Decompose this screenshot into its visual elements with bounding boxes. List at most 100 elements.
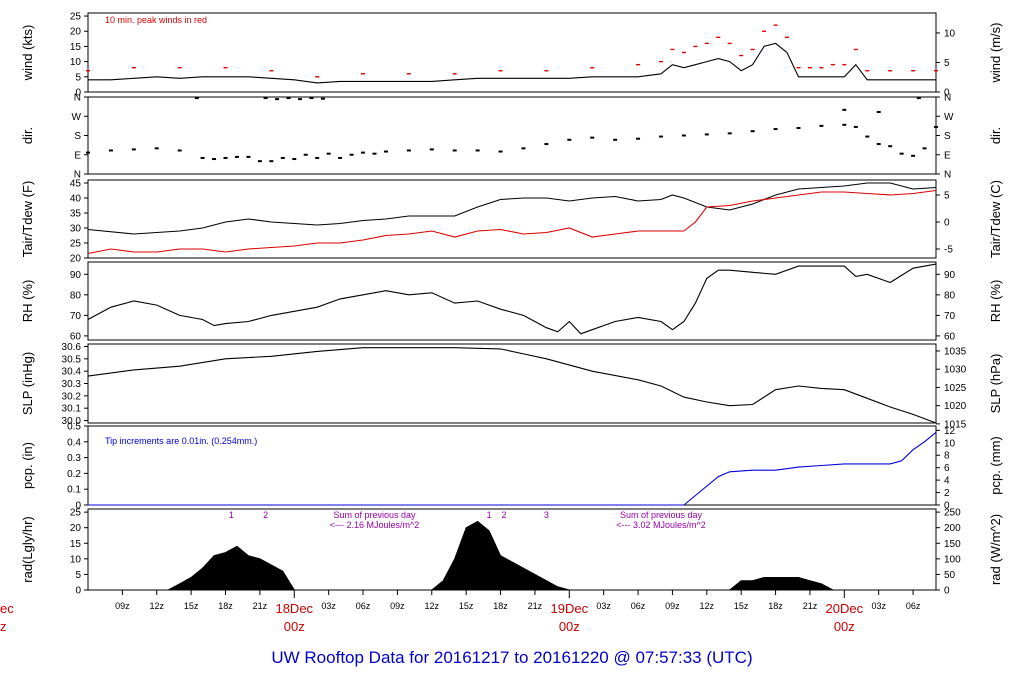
solar-marker-label: 1 [487,510,492,520]
wind-frame [87,12,937,93]
rh-left-tick-label: 60 [70,331,82,342]
temp-ylabel-right: Tair/Tdew (C) [988,180,1003,258]
wind-peak-mark [636,63,641,66]
dir-point [234,155,239,158]
dir-point [406,149,411,152]
dir-point [292,158,297,161]
slp-right-tick-label: 1035 [944,346,967,357]
dir-point [922,147,927,150]
left-edge-date-sub: z [0,619,7,634]
slp-right-tick-label: 1030 [944,365,967,376]
dir-point [544,143,549,146]
dir-point [865,135,870,138]
pcp-right-tick-label: 12 [944,426,956,437]
dir-point [876,110,881,113]
time-tick-label: 21z [803,601,818,611]
time-tick-label: 12z [149,601,164,611]
dir-point [194,97,199,100]
slp-left-tick-label: 30.4 [62,367,82,378]
dir-point [309,97,314,100]
time-tick-label: 18z [493,601,508,611]
time-tick-label: 06z [356,601,371,611]
dir-point [338,156,343,159]
time-tick-label: 18z [768,601,783,611]
wind-peak-mark [315,76,320,78]
slp-right-tick-label: 1020 [944,401,967,412]
dir-right-tick-label: N [944,170,951,181]
wind-left-tick-label: 20 [70,27,82,38]
slp-ylabel-left: SLP (inHg) [20,352,35,415]
dir-point [429,148,434,151]
dir-point [796,127,801,130]
time-tick-label: 21z [253,601,268,611]
slp-right-tick-label: 1015 [944,419,967,430]
solar-marker-label: 2 [501,510,506,520]
dir-point [280,156,285,159]
time-tick-label: 03z [321,601,336,611]
wind-peak-mark [865,70,870,72]
dir-point [613,138,618,141]
rh-right-tick-label: 60 [944,331,956,342]
pcp-right-tick-label: 10 [944,438,956,449]
wind-peak-mark [739,54,744,57]
dir-point [590,136,595,139]
dir-point [819,124,824,127]
wind-right-tick-label: 10 [944,28,956,39]
wind-peak-mark [819,66,824,69]
rad-right-tick-label: 50 [944,570,956,581]
rh-left-tick-label: 90 [70,270,82,281]
slp-left-tick-label: 30.0 [62,416,82,427]
wind-ylabel-right: wind (m/s) [988,23,1003,84]
pcp-right-tick-label: 8 [944,451,950,462]
date-tick-label: 18Dec [275,601,313,616]
dir-point [498,150,503,153]
wind-peak-mark [796,66,801,69]
dir-right-tick-label: W [944,112,954,123]
temp-left-tick-label: 25 [70,239,82,250]
date-tick-label: 20Dec [826,601,864,616]
dir-left-tick-label: N [74,93,81,104]
wind-peak-mark [807,66,812,69]
slp-left-tick-label: 30.2 [62,391,82,402]
temp-line-0 [87,182,937,235]
time-tick-label: 12z [700,601,715,611]
wind-peak-mark [590,66,595,69]
pcp-left-tick-label: 0.2 [67,469,81,480]
panel-wind: 0 5 10 15 20 25 0 5 10 wind (kts) wind (m/s) 10 min… [20,12,1003,99]
slp-left-tick-label: 30.6 [62,342,82,353]
date-tick-sub: 00z [559,619,580,634]
wind-peak-mark [934,70,938,72]
time-tick-label: 15z [734,601,749,611]
wind-peak-mark [544,70,549,72]
pcp-ylabel-right: pcp. (mm) [988,436,1003,495]
date-tick-sub: 00z [834,619,855,634]
temp-left-tick-label: 35 [70,209,82,220]
wind-peak-mark [86,70,90,72]
slp-left-tick-label: 30.5 [62,354,82,365]
dir-point [911,154,916,157]
wind-peak-mark [727,42,732,45]
slp-right-tick-label: 1025 [944,383,967,394]
time-tick-label: 18z [218,601,233,611]
dir-point [888,145,893,148]
dir-point [286,97,291,100]
dir-point [275,98,280,101]
rh-ylabel-left: RH (%) [20,280,35,323]
dir-point [853,125,858,128]
date-tick-sub: 00z [284,619,305,634]
time-tick-label: 06z [631,601,646,611]
wind-peak-mark [842,63,847,66]
rh-frame [87,261,937,341]
dir-point [636,137,641,140]
dir-point [257,160,262,163]
wind-right-tick-label: 5 [944,58,950,69]
slp-frame [87,343,937,424]
slp-left-tick-label: 30.1 [62,404,82,415]
time-tick-label: 21z [528,601,543,611]
wind-left-tick-label: 10 [70,57,82,68]
rad-right-tick-label: 0 [944,586,950,597]
dir-left-tick-label: E [74,150,81,161]
dir-point [200,156,205,159]
pcp-left-tick-label: 0.5 [67,422,81,433]
